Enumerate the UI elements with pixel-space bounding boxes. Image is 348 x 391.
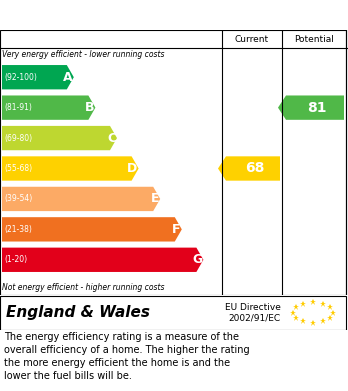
Text: B: B — [85, 101, 94, 114]
Text: (81-91): (81-91) — [4, 103, 32, 112]
Text: (21-38): (21-38) — [4, 225, 32, 234]
Polygon shape — [2, 187, 160, 211]
Polygon shape — [278, 95, 344, 120]
Text: (39-54): (39-54) — [4, 194, 32, 203]
Polygon shape — [218, 156, 280, 181]
Text: Current: Current — [235, 34, 269, 43]
Text: 81: 81 — [307, 100, 327, 115]
Text: D: D — [127, 162, 137, 175]
Polygon shape — [2, 156, 139, 181]
Text: C: C — [107, 131, 116, 145]
Text: (55-68): (55-68) — [4, 164, 32, 173]
Polygon shape — [2, 65, 74, 90]
Text: (92-100): (92-100) — [4, 73, 37, 82]
Text: (1-20): (1-20) — [4, 255, 27, 264]
Text: A: A — [63, 71, 73, 84]
Text: Not energy efficient - higher running costs: Not energy efficient - higher running co… — [2, 283, 165, 292]
Text: The energy efficiency rating is a measure of the
overall efficiency of a home. T: The energy efficiency rating is a measur… — [4, 332, 250, 382]
Text: England & Wales: England & Wales — [6, 305, 150, 320]
Text: G: G — [192, 253, 203, 266]
Text: EU Directive
2002/91/EC: EU Directive 2002/91/EC — [225, 303, 281, 322]
Text: Very energy efficient - lower running costs: Very energy efficient - lower running co… — [2, 50, 165, 59]
Text: Energy Efficiency Rating: Energy Efficiency Rating — [10, 7, 212, 23]
Text: F: F — [172, 223, 181, 236]
Polygon shape — [2, 126, 117, 150]
Text: Potential: Potential — [294, 34, 334, 43]
Text: 68: 68 — [245, 161, 265, 176]
Text: (69-80): (69-80) — [4, 134, 32, 143]
Text: E: E — [151, 192, 159, 205]
Polygon shape — [2, 217, 182, 242]
Polygon shape — [2, 95, 95, 120]
Polygon shape — [2, 248, 203, 272]
